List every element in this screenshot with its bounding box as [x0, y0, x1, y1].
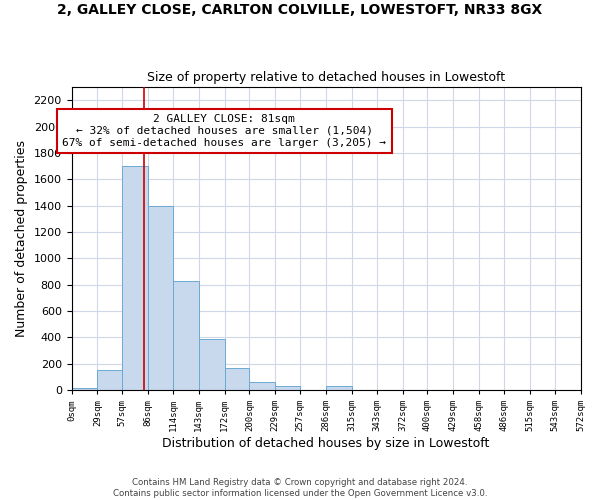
Bar: [97, 370, 122, 390]
Y-axis label: Number of detached properties: Number of detached properties: [15, 140, 28, 337]
Bar: [224, 368, 250, 390]
Text: 2 GALLEY CLOSE: 81sqm
← 32% of detached houses are smaller (1,504)
67% of semi-d: 2 GALLEY CLOSE: 81sqm ← 32% of detached …: [62, 114, 386, 148]
Bar: [275, 386, 300, 390]
Title: Size of property relative to detached houses in Lowestoft: Size of property relative to detached ho…: [147, 72, 505, 85]
X-axis label: Distribution of detached houses by size in Lowestoft: Distribution of detached houses by size …: [163, 437, 490, 450]
Bar: [199, 339, 224, 390]
Bar: [250, 382, 275, 390]
Bar: [326, 386, 352, 390]
Bar: [71, 388, 97, 390]
Bar: [148, 206, 173, 390]
Text: Contains HM Land Registry data © Crown copyright and database right 2024.
Contai: Contains HM Land Registry data © Crown c…: [113, 478, 487, 498]
Text: 2, GALLEY CLOSE, CARLTON COLVILLE, LOWESTOFT, NR33 8GX: 2, GALLEY CLOSE, CARLTON COLVILLE, LOWES…: [58, 2, 542, 16]
Bar: [173, 281, 199, 390]
Bar: [122, 166, 148, 390]
